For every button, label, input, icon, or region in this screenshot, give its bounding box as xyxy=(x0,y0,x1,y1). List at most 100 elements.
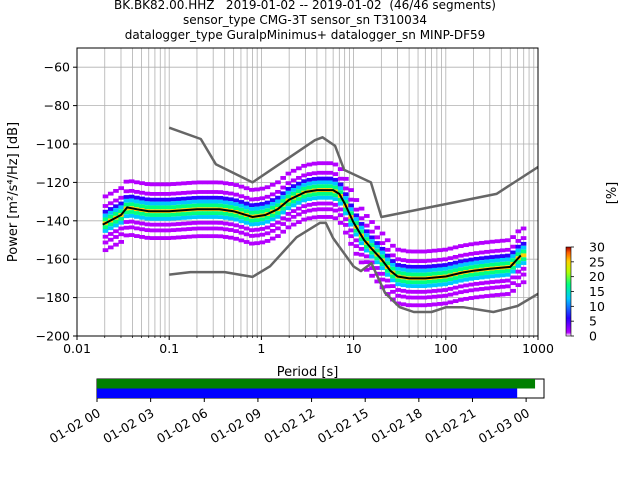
psd-density-cell xyxy=(285,187,292,191)
psd-density-cell xyxy=(348,211,354,216)
psd-density-cell xyxy=(316,201,323,206)
psd-density-cell xyxy=(139,215,145,220)
psd-density-cell xyxy=(374,244,381,249)
psd-density-cell xyxy=(421,280,428,285)
psd-density-cell xyxy=(311,180,318,185)
psd-density-cell xyxy=(363,233,370,238)
psd-density-cell xyxy=(390,263,396,267)
psd-density-cell xyxy=(118,239,125,244)
psd-density-cell xyxy=(353,207,360,212)
psd-density-cell xyxy=(201,195,208,200)
psd-density-cell xyxy=(379,271,386,276)
psd-density-cell xyxy=(478,287,485,291)
psd-density-cell xyxy=(196,180,203,185)
psd-density-cell xyxy=(275,220,281,225)
psd-density-cell xyxy=(217,234,224,239)
y-tick-label: −120 xyxy=(36,175,70,190)
noise-model-high-line xyxy=(168,126,538,219)
chart-title-line3: datalogger_type GuralpMinimus+ datalogge… xyxy=(124,28,486,42)
psd-density-cell xyxy=(280,229,286,234)
psd-density-cell xyxy=(468,251,475,256)
psd-density-cell xyxy=(175,191,182,196)
psd-density-cell xyxy=(400,248,407,253)
psd-density-cell xyxy=(217,211,224,216)
psd-density-cell xyxy=(186,215,192,220)
psd-density-cell xyxy=(499,238,506,243)
psd-density-cell xyxy=(452,279,459,284)
psd-density-cell xyxy=(369,229,375,234)
psd-density-cell xyxy=(452,245,459,250)
timeline-tick-label: 01-02 06 xyxy=(154,405,210,446)
psd-density-cell xyxy=(322,161,328,166)
psd-density-cell xyxy=(269,202,276,206)
psd-density-cell xyxy=(395,282,401,287)
psd-density-cell xyxy=(175,197,182,201)
psd-density-cell xyxy=(447,269,454,274)
psd-density-cell xyxy=(285,217,292,222)
psd-density-cell xyxy=(416,284,422,288)
psd-density-cell xyxy=(405,289,412,294)
psd-density-cell xyxy=(405,268,412,273)
psd-density-cell xyxy=(128,194,135,199)
psd-density-cell xyxy=(238,184,245,189)
psd-density-cell xyxy=(515,244,522,249)
psd-density-cell xyxy=(369,239,375,244)
psd-density-cell xyxy=(191,211,198,216)
psd-density-cell xyxy=(296,166,302,171)
psd-density-cell xyxy=(337,213,344,218)
psd-density-cell xyxy=(212,180,219,185)
psd-density-cell xyxy=(431,279,438,284)
psd-density-cell xyxy=(170,235,177,240)
psd-density-cell xyxy=(316,180,323,185)
psd-density-cell xyxy=(437,278,443,283)
psd-density-cell xyxy=(369,250,375,255)
psd-density-cell xyxy=(379,277,386,282)
psd-density-cell xyxy=(306,181,313,186)
psd-density-cell xyxy=(421,264,428,269)
psd-density-cell xyxy=(201,220,208,225)
psd-density-cell xyxy=(473,281,480,286)
psd-density-cell xyxy=(384,272,391,277)
psd-density-cell xyxy=(254,210,260,215)
psd-density-cell xyxy=(296,175,302,180)
psd-density-cell xyxy=(212,226,219,231)
psd-density-cell xyxy=(437,288,443,293)
psd-density-cell xyxy=(233,236,239,241)
psd-density-cell xyxy=(442,301,448,306)
psd-density-cell xyxy=(468,261,475,266)
psd-density-cell xyxy=(243,217,250,221)
psd-density-cell xyxy=(390,289,396,294)
psd-density-cell xyxy=(463,243,469,248)
psd-density-cell xyxy=(520,266,527,271)
psd-density-cell xyxy=(348,188,354,192)
psd-density-cell xyxy=(165,201,172,206)
timeline-coverage-bar xyxy=(97,388,518,398)
psd-density-cell xyxy=(186,234,192,239)
psd-density-cell xyxy=(134,214,140,219)
psd-density-cell xyxy=(175,227,182,232)
psd-density-cell xyxy=(405,264,412,269)
psd-density-cell xyxy=(144,191,151,196)
psd-density-cell xyxy=(264,185,271,190)
psd-density-cell xyxy=(332,185,339,190)
psd-density-cell xyxy=(400,267,407,272)
psd-density-cell xyxy=(343,186,349,191)
psd-density-cell xyxy=(269,182,276,187)
psd-density-cell xyxy=(379,231,386,236)
psd-density-cell xyxy=(238,230,245,235)
psd-density-cell xyxy=(144,182,151,186)
psd-density-cell xyxy=(426,295,433,300)
psd-density-cell xyxy=(499,292,506,297)
psd-density-cell xyxy=(343,176,349,181)
psd-density-cell xyxy=(228,201,234,206)
psd-density-cell xyxy=(118,186,125,191)
psd-density-cell xyxy=(222,215,229,220)
timeline-tick-label: 01-02 00 xyxy=(47,405,103,446)
psd-density-cell xyxy=(264,219,271,224)
psd-density-cell xyxy=(463,252,469,257)
psd-density-cell xyxy=(431,302,438,307)
psd-density-cell xyxy=(515,283,522,288)
psd-density-cell xyxy=(306,162,313,167)
psd-density-cell xyxy=(134,180,140,185)
psd-density-cell xyxy=(113,188,119,193)
